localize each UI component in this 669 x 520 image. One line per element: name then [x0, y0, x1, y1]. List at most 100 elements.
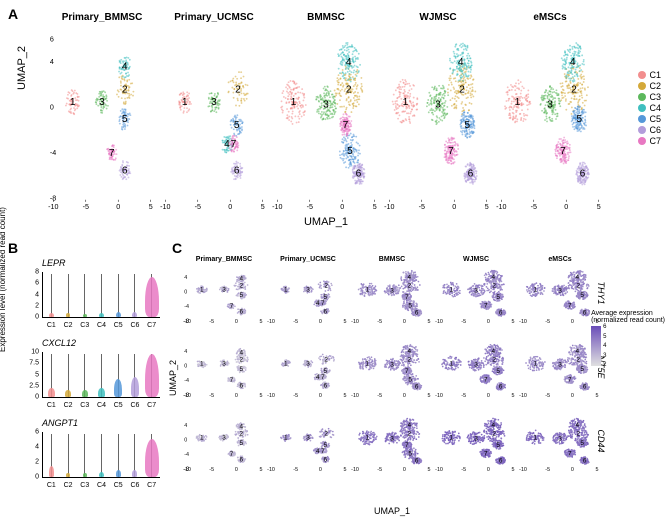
- violin-shape: [49, 466, 55, 477]
- svg-text:-5: -5: [419, 203, 425, 210]
- violin-block: LEPR 02468C1C2C3C4C5C6C7: [14, 258, 162, 332]
- legend-text: C5: [649, 114, 661, 124]
- svg-text:0: 0: [403, 319, 406, 324]
- svg-text:4: 4: [224, 139, 230, 150]
- legend-text: C6: [649, 125, 661, 135]
- svg-text:0: 0: [116, 203, 120, 210]
- legend-dot: [638, 82, 646, 90]
- svg-text:-5: -5: [209, 319, 214, 324]
- svg-text:5: 5: [347, 146, 353, 157]
- panel-c-x-axis-label: UMAP_1: [182, 506, 602, 516]
- panel-b-column: LEPR 02468C1C2C3C4C5C6C7 CXCL1202.557.510C…: [14, 258, 162, 498]
- svg-text:-8: -8: [50, 195, 56, 203]
- svg-text:1: 1: [200, 287, 204, 294]
- svg-text:5: 5: [239, 292, 243, 299]
- violin-block: ANGPT10246C1C2C3C4C5C6C7: [14, 418, 162, 492]
- svg-text:5: 5: [597, 203, 601, 210]
- svg-text:6: 6: [50, 35, 54, 43]
- svg-text:2: 2: [235, 84, 241, 95]
- legend-row: C7: [638, 136, 661, 146]
- svg-text:-10: -10: [48, 203, 58, 210]
- svg-text:4: 4: [346, 57, 352, 68]
- svg-text:4: 4: [184, 275, 187, 281]
- svg-text:0: 0: [50, 104, 54, 112]
- panel-a-row: Primary_BMMSC-10-505-8-40461234567Primar…: [46, 12, 606, 228]
- svg-text:5: 5: [261, 203, 265, 210]
- gene-label: THY1: [596, 281, 606, 304]
- svg-text:4: 4: [50, 58, 54, 66]
- svg-text:-5: -5: [307, 203, 313, 210]
- panel-c-cell: -10-5051234567: [350, 330, 434, 404]
- mini-title: eMSCs: [518, 256, 602, 266]
- panel-c-cell: -10-505-8-4041234567: [182, 330, 266, 404]
- svg-text:2: 2: [459, 84, 465, 95]
- svg-text:6: 6: [239, 308, 243, 315]
- expr-tick: 6: [603, 324, 606, 330]
- legend-text: C2: [649, 81, 661, 91]
- svg-text:-4: -4: [50, 149, 56, 157]
- svg-text:7: 7: [448, 146, 454, 157]
- panel-c-cell: eMSCs-10-5051234567THY1: [518, 256, 602, 330]
- violin-shape: [99, 313, 104, 318]
- umap-column: WJMSC-10-5051234567: [382, 12, 494, 228]
- panel-c-row: -10-505-8-4041234567-10-5051234567-10-50…: [182, 330, 602, 404]
- violin-shape: [131, 377, 139, 397]
- svg-text:7: 7: [560, 146, 566, 157]
- svg-text:7: 7: [343, 120, 349, 131]
- violin-shape: [132, 312, 137, 317]
- svg-text:-5: -5: [195, 203, 201, 210]
- gene-name: LEPR: [14, 258, 162, 268]
- svg-text:6: 6: [580, 169, 586, 180]
- violin-shape: [66, 313, 70, 317]
- violin-shape: [83, 314, 87, 317]
- umap-column: Primary_UCMSC-10-5051234567: [158, 12, 270, 228]
- svg-text:1: 1: [70, 97, 76, 108]
- expression-legend: Average expression(normalized read count…: [591, 310, 665, 368]
- umap-title: WJMSC: [382, 12, 494, 28]
- svg-text:4: 4: [122, 62, 128, 73]
- svg-text:-5: -5: [377, 319, 382, 324]
- expr-tick: 5: [603, 334, 606, 340]
- panel-a-label: A: [8, 6, 18, 22]
- legend-dot: [638, 115, 646, 123]
- legend-row: C4: [638, 103, 661, 113]
- svg-text:5: 5: [259, 319, 262, 324]
- violin-shape: [145, 277, 159, 318]
- violin-area: 0246C1C2C3C4C5C6C7: [42, 432, 160, 478]
- svg-text:3: 3: [306, 287, 310, 294]
- violin-block: CXCL1202.557.510C1C2C3C4C5C6C7: [14, 338, 162, 412]
- svg-text:5: 5: [122, 114, 128, 125]
- panel-c-cell: -10-5051234567CD44: [518, 404, 602, 478]
- panel-c-cell: Primary_UCMSC-10-5051234567: [266, 256, 350, 330]
- legend-row: C3: [638, 92, 661, 102]
- legend-dot: [638, 93, 646, 101]
- svg-text:0: 0: [228, 203, 232, 210]
- expr-legend-title: Average expression(normalized read count…: [591, 310, 665, 324]
- svg-text:4: 4: [570, 57, 576, 68]
- violin-shape: [145, 354, 159, 397]
- svg-text:5: 5: [149, 203, 153, 210]
- legend-row: C5: [638, 114, 661, 124]
- svg-text:2: 2: [346, 84, 352, 95]
- panel-c-cell: WJMSC-10-5051234567: [434, 256, 518, 330]
- legend-row: C2: [638, 81, 661, 91]
- violin-shape: [114, 379, 122, 397]
- svg-text:1: 1: [515, 97, 521, 108]
- legend-text: C4: [649, 103, 661, 113]
- svg-text:7: 7: [109, 148, 115, 159]
- svg-text:7: 7: [321, 300, 325, 307]
- svg-text:2: 2: [239, 283, 243, 290]
- svg-text:6: 6: [468, 169, 474, 180]
- expr-tick: 2: [603, 362, 606, 368]
- svg-text:-10: -10: [160, 203, 170, 210]
- violin-shape: [116, 470, 121, 477]
- svg-text:-10: -10: [496, 203, 506, 210]
- gene-name: CXCL12: [14, 338, 162, 348]
- violin-area: 02468C1C2C3C4C5C6C7: [42, 272, 160, 318]
- svg-text:1: 1: [403, 97, 409, 108]
- panel-c-cell: -10-5051234567: [266, 330, 350, 404]
- expr-gradient-bar: [591, 326, 601, 366]
- svg-text:2: 2: [571, 84, 577, 95]
- svg-text:-5: -5: [531, 203, 537, 210]
- svg-text:0: 0: [340, 203, 344, 210]
